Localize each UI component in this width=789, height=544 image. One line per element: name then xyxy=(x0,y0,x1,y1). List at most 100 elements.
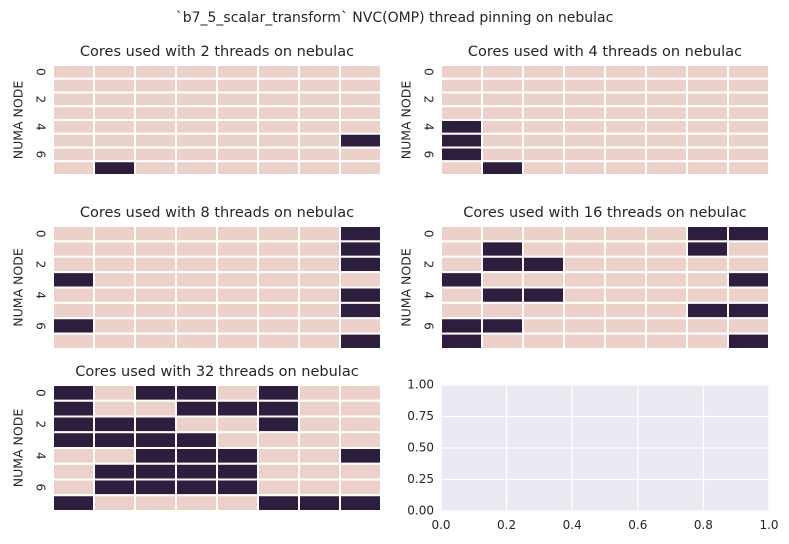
subplot-5: 0 2 4 6 NUMA NODE Cores used with 32 threads … xyxy=(11,364,382,512)
heatmap-cell-r2-c6 xyxy=(298,91,341,108)
y-axis-label: NUMA NODE xyxy=(11,409,26,488)
heatmap-cell-r6-c5 xyxy=(257,317,300,335)
heatmap-cell-r6-c7 xyxy=(727,317,770,335)
heatmap-cell-r6-c0 xyxy=(440,317,483,335)
heatmap-cell-r4-c3 xyxy=(563,119,606,135)
heatmap-cell-r4-c7 xyxy=(339,447,382,465)
subplot-title: Cores used with 16 threads on nebulac xyxy=(463,205,746,221)
heatmap-cell-r2-c2 xyxy=(134,91,177,108)
heatmap-cell-r7-c4 xyxy=(216,494,259,512)
heatmap-cell-r0-c1 xyxy=(481,225,524,243)
heatmap-cell-r6-c2 xyxy=(134,317,177,335)
heatmap-cell-r4-c3 xyxy=(563,286,606,304)
heatmap-cell-r7-c5 xyxy=(645,160,688,176)
heatmap-cell-r2-c4 xyxy=(216,415,259,434)
heatmap-cell-r1-c5 xyxy=(257,77,300,94)
heatmap-cell-r0-c4 xyxy=(604,64,647,80)
subplot-title: Cores used with 4 threads on nebulac xyxy=(468,44,742,60)
heatmap-cell-r6-c6 xyxy=(686,146,729,163)
heatmap-cell-r3-c6 xyxy=(298,105,341,121)
heatmap-cell-r3-c7 xyxy=(727,271,770,289)
ytick-label: 6 xyxy=(422,322,436,330)
heatmap-cell-r3-c4 xyxy=(216,271,259,289)
heatmap-cell-r6-c0 xyxy=(440,146,483,163)
heatmap-cell-r1-c0 xyxy=(52,399,95,418)
heatmap-cell-r4-c0 xyxy=(52,119,95,135)
heatmap-cell-r7-c7 xyxy=(339,494,382,512)
figure-suptitle: `b7_5_scalar_transform` NVC(OMP) thread … xyxy=(176,10,614,26)
ytick-label: 6 xyxy=(34,322,48,330)
heatmap-cell-r3-c1 xyxy=(481,271,524,289)
heatmap-cell-r2-c6 xyxy=(298,415,341,434)
heatmap-cell-r6-c5 xyxy=(257,478,300,497)
heatmap-cell-r5-c3 xyxy=(175,462,218,481)
xtick-label: 0.8 xyxy=(694,518,713,532)
heatmap-cell-r6-c7 xyxy=(339,146,382,163)
heatmap-cell-r1-c4 xyxy=(216,77,259,94)
heatmap-cell-r5-c0 xyxy=(52,132,95,149)
heatmap-cell-r1-c0 xyxy=(52,77,95,94)
heatmap-cell-r0-c2 xyxy=(522,64,565,80)
subplot-title: Cores used with 32 threads on nebulac xyxy=(75,364,358,380)
heatmap-cell-r2-c0 xyxy=(440,255,483,274)
heatmap-cell-r6-c5 xyxy=(645,317,688,335)
heatmap-cell-r3-c2 xyxy=(522,271,565,289)
heatmap-cell-r2-c1 xyxy=(481,91,524,108)
heatmap-cell-r1-c5 xyxy=(257,399,300,418)
heatmap-cell-r4-c0 xyxy=(440,119,483,135)
heatmap-cell-r3-c5 xyxy=(645,271,688,289)
heatmap-cell-r6-c4 xyxy=(604,317,647,335)
ytick-label: 4 xyxy=(34,452,48,460)
heatmap-cell-r7-c5 xyxy=(645,332,688,350)
heatmap-cell-r1-c6 xyxy=(298,399,341,418)
ytick-label: 2 xyxy=(34,261,48,269)
heatmap-cell-r1-c3 xyxy=(563,77,606,94)
heatmap-cell-r0-c7 xyxy=(339,225,382,243)
heatmap-cell-r0-c7 xyxy=(727,225,770,243)
heatmap-cell-r1-c5 xyxy=(645,240,688,258)
heatmap-cell-r1-c2 xyxy=(522,77,565,94)
heatmap-cell-r7-c1 xyxy=(93,332,136,350)
heatmap-cell-r3-c2 xyxy=(522,105,565,121)
heatmap-cell-r4-c3 xyxy=(175,286,218,304)
heatmap-cell-r0-c1 xyxy=(93,384,136,402)
ytick-label: 4 xyxy=(422,291,436,299)
heatmap-cell-r5-c6 xyxy=(686,301,729,320)
heatmap-cell-r4-c6 xyxy=(298,286,341,304)
heatmap-cell-r1-c1 xyxy=(93,240,136,258)
heatmap-cell-r5-c7 xyxy=(339,132,382,149)
heatmap-cell-r5-c5 xyxy=(257,301,300,320)
heatmap-cell-r4-c1 xyxy=(481,286,524,304)
heatmap-cell-r2-c0 xyxy=(52,91,95,108)
heatmap-cell-r5-c0 xyxy=(440,132,483,149)
heatmap-cell-r7-c5 xyxy=(257,332,300,350)
heatmap-cell-r3-c3 xyxy=(563,105,606,121)
heatmap-cell-r1-c5 xyxy=(645,77,688,94)
heatmap-cell-r5-c6 xyxy=(686,132,729,149)
heatmap-cell-r7-c6 xyxy=(686,160,729,176)
heatmap-cell-r2-c1 xyxy=(93,91,136,108)
heatmap-cell-r0-c0 xyxy=(52,64,95,80)
heatmap-cell-r0-c6 xyxy=(298,225,341,243)
heatmap-cell-r7-c2 xyxy=(522,332,565,350)
heatmap-cell-r3-c0 xyxy=(52,271,95,289)
heatmap-cell-r7-c3 xyxy=(175,332,218,350)
heatmap-cell-r1-c6 xyxy=(298,240,341,258)
heatmap-cell-r4-c4 xyxy=(604,119,647,135)
ytick-label: 2 xyxy=(34,96,48,104)
heatmap-cell-r4-c5 xyxy=(257,119,300,135)
heatmap-cell-r6-c7 xyxy=(339,317,382,335)
heatmap-cell-r5-c4 xyxy=(604,301,647,320)
heatmap-cell-r0-c7 xyxy=(339,384,382,402)
heatmap-cell-r5-c5 xyxy=(257,462,300,481)
heatmap-cell-r2-c7 xyxy=(339,91,382,108)
heatmap-cell-r3-c4 xyxy=(216,431,259,449)
heatmap-cell-r5-c5 xyxy=(645,301,688,320)
heatmap-cell-r7-c0 xyxy=(440,160,483,176)
y-axis-label: NUMA NODE xyxy=(11,248,26,327)
heatmap-cell-r4-c1 xyxy=(481,119,524,135)
heatmap-cell-r0-c7 xyxy=(339,64,382,80)
xtick-label: 0.6 xyxy=(628,518,647,532)
heatmap-cell-r1-c2 xyxy=(134,240,177,258)
subplot-2: 0 2 4 6 NUMA NODE Cores used with 4 threads o… xyxy=(399,44,770,176)
